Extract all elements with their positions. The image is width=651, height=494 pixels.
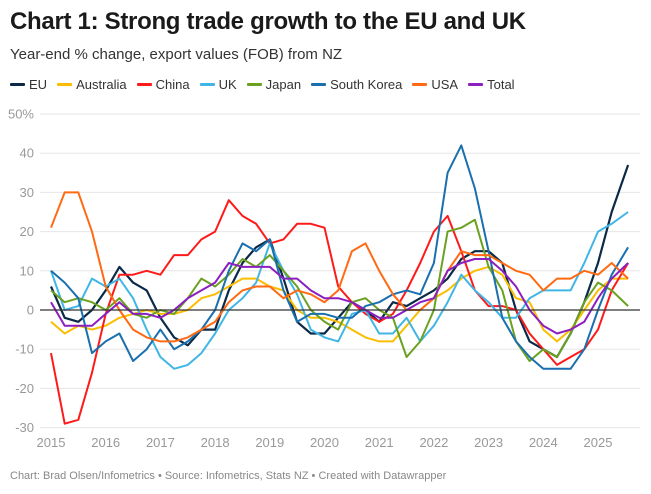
legend-swatch — [57, 83, 73, 86]
y-tick-label: 10 — [20, 263, 34, 278]
y-axis-ticks: 50% 40 30 20 10 0 -10 -20 -30 — [8, 107, 34, 436]
legend-item-total: Total — [468, 77, 515, 92]
x-tick-label: 2019 — [255, 435, 284, 450]
legend-swatch — [136, 83, 152, 86]
legend-item-usa: USA — [412, 77, 458, 92]
legend-label: Australia — [76, 77, 127, 92]
series-line-usa — [50, 191, 629, 343]
series-line-uk — [50, 211, 629, 370]
series-line-australia — [50, 265, 629, 343]
y-tick-label: -30 — [15, 420, 34, 435]
x-tick-label: 2021 — [365, 435, 394, 450]
legend-label: UK — [218, 77, 237, 92]
x-tick-label: 2017 — [146, 435, 175, 450]
x-tick-label: 2022 — [419, 435, 448, 450]
legend-label: EU — [29, 77, 48, 92]
legend-item-eu: EU — [10, 77, 47, 92]
x-tick-label: 2015 — [37, 435, 66, 450]
series-line-china — [50, 199, 629, 425]
y-tick-label: 30 — [20, 185, 34, 200]
x-tick-label: 2018 — [201, 435, 230, 450]
legend-item-japan: Japan — [246, 77, 302, 92]
legend-item-south-korea: South Korea — [311, 77, 402, 92]
x-axis-ticks: 2015 2016 2017 2018 2019 2020 2021 2022 2023 2024… — [37, 435, 613, 450]
series-line-japan — [50, 218, 629, 362]
y-tick-label: -20 — [15, 381, 34, 396]
legend: EU Australia China UK Japan South Korea USA Tot… — [10, 77, 515, 92]
series-line-south-korea — [50, 144, 629, 370]
legend-swatch — [412, 83, 428, 86]
legend-swatch — [246, 83, 262, 86]
x-tick-label: 2025 — [584, 435, 613, 450]
series-lines — [49, 144, 630, 425]
legend-label: South Korea — [330, 77, 403, 92]
legend-swatch — [468, 83, 484, 86]
legend-item-uk: UK — [199, 77, 237, 92]
x-tick-label: 2023 — [474, 435, 503, 450]
legend-label: USA — [431, 77, 459, 92]
y-tick-label: 20 — [20, 224, 34, 239]
y-tick-label: -10 — [15, 342, 34, 357]
legend-label: Japan — [265, 77, 302, 92]
legend-swatch — [199, 83, 215, 86]
legend-item-china: China — [136, 77, 190, 92]
gridlines — [40, 113, 640, 429]
chart-footer: Chart: Brad Olsen/Infometrics • Source: … — [10, 470, 447, 482]
legend-swatch — [10, 83, 25, 86]
chart-title: Chart 1: Strong trade growth to the EU a… — [10, 8, 526, 35]
x-tick-label: 2024 — [529, 435, 558, 450]
legend-label: China — [155, 77, 190, 92]
x-tick-label: 2016 — [91, 435, 120, 450]
chart-subtitle: Year-end % change, export values (FOB) f… — [10, 46, 343, 63]
legend-swatch — [311, 83, 327, 86]
y-tick-label: 40 — [20, 146, 34, 161]
y-tick-label: 50% — [8, 107, 34, 122]
x-tick-label: 2020 — [310, 435, 339, 450]
y-tick-label: 0 — [27, 303, 34, 318]
legend-label: Total — [487, 77, 515, 92]
legend-item-australia: Australia — [57, 77, 127, 92]
